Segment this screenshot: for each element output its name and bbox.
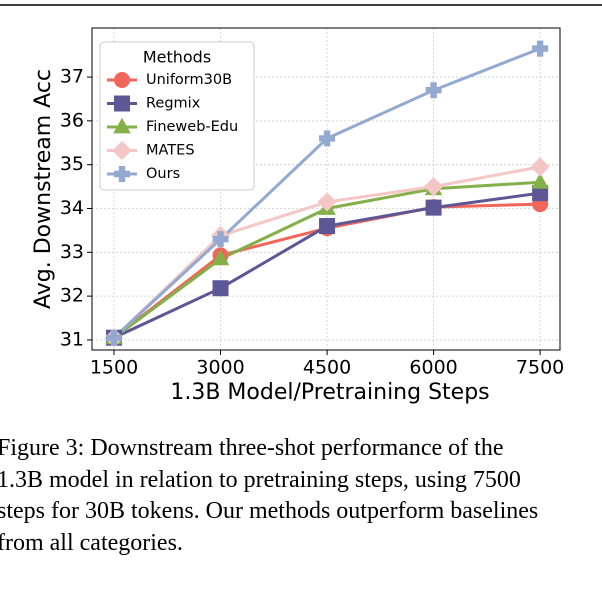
- marker: [317, 192, 337, 212]
- legend-title: Methods: [143, 48, 211, 67]
- y-tick-label: 35: [60, 153, 84, 175]
- x-tick-label: 1500: [90, 357, 138, 379]
- caption-line: 1.3B model in relation to pretraining st…: [0, 466, 521, 493]
- legend-marker: [112, 140, 132, 161]
- marker: [530, 157, 550, 177]
- legend-marker: [114, 166, 130, 182]
- marker: [319, 218, 336, 235]
- caption: Figure 3: Downstream three-shot performa…: [0, 433, 602, 573]
- x-axis-label: 1.3B Model/Pretraining Steps: [170, 380, 489, 405]
- legend-marker: [114, 72, 130, 88]
- marker: [532, 185, 549, 202]
- marker: [106, 329, 123, 346]
- marker: [319, 130, 336, 147]
- y-tick-label: 36: [60, 109, 84, 131]
- plot-frame: [91, 27, 561, 351]
- legend-label: Uniform30B: [146, 72, 232, 88]
- caption-line: steps for 30B tokens. Our methods outper…: [0, 498, 539, 524]
- y-axis-label: Avg. Downstream Acc: [31, 69, 56, 309]
- marker: [212, 231, 229, 248]
- y-tick-label: 33: [60, 241, 84, 263]
- caption-line: Figure 3: Downstream three-shot performa…: [0, 435, 504, 461]
- marker: [532, 40, 549, 57]
- y-tick-label: 32: [60, 285, 84, 307]
- marker: [531, 173, 549, 189]
- caption-line: from all categories.: [0, 529, 183, 556]
- y-tick-label: 31: [60, 328, 84, 350]
- y-tick-label: 37: [60, 66, 84, 88]
- legend-label: MATES: [146, 143, 195, 159]
- legend-marker: [114, 95, 130, 112]
- x-tick-label: 3000: [196, 357, 244, 379]
- chart: 1.3B Model/Pretraining Steps Avg. Downst…: [0, 4, 602, 405]
- legend-box: [99, 41, 255, 191]
- legend-label: Regmix: [146, 96, 201, 112]
- x-tick-label: 4500: [303, 357, 351, 379]
- marker: [211, 249, 230, 266]
- legend-label: Ours: [146, 166, 180, 182]
- marker: [212, 280, 229, 297]
- legend-marker: [113, 117, 131, 134]
- marker: [425, 199, 442, 216]
- x-tick-label: 6000: [409, 357, 457, 379]
- y-tick-label: 34: [60, 197, 84, 219]
- legend-label: Fineweb-Edu: [146, 119, 238, 135]
- x-tick-label: 7500: [516, 357, 564, 379]
- marker: [423, 176, 444, 197]
- legend: Methods Uniform30B Regmix Fineweb-Edu MATES O…: [99, 41, 255, 191]
- marker: [425, 82, 442, 99]
